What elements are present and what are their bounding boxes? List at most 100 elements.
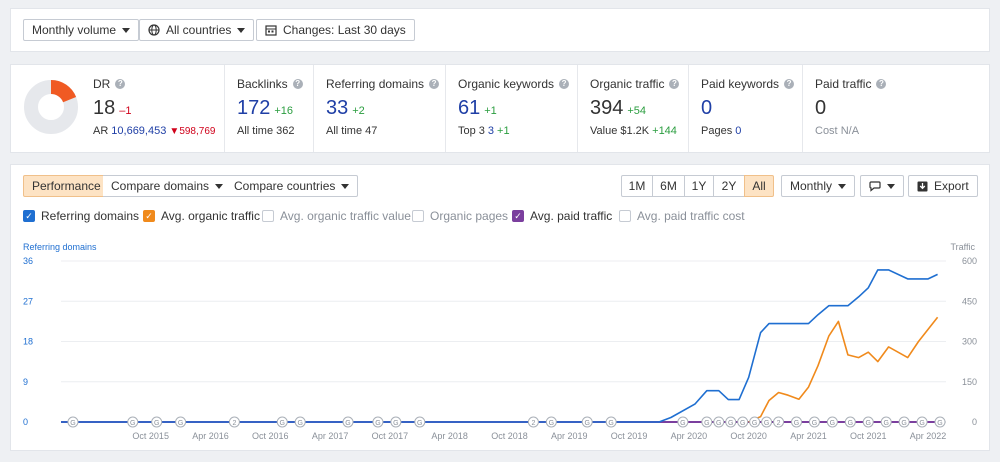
annotation-marker[interactable]: G bbox=[737, 416, 749, 428]
annotation-marker[interactable]: G bbox=[862, 416, 874, 428]
refdomains-value[interactable]: 33 bbox=[326, 97, 349, 119]
checkbox-avg-paid-traffic-cost[interactable]: Avg. paid traffic cost bbox=[619, 209, 745, 223]
annotation-marker[interactable]: G bbox=[414, 416, 426, 428]
changes-label: Changes: Last 30 days bbox=[283, 23, 406, 37]
annotation-marker[interactable]: G bbox=[844, 416, 856, 428]
dr-value: 18 bbox=[93, 97, 116, 119]
performance-chart[interactable]: 36 600 27 450 18 300 9 150 0 0 Oct 2015 Apr 2016 Oct… bbox=[11, 165, 989, 450]
checkbox-avg-organic-traffic[interactable]: ✓ Avg. organic traffic bbox=[143, 209, 260, 223]
orgtraffic-delta: +54 bbox=[627, 105, 647, 117]
annotation-marker[interactable]: G bbox=[898, 416, 910, 428]
annotation-marker[interactable]: G bbox=[127, 416, 139, 428]
tab-performance[interactable]: Performance bbox=[23, 175, 110, 197]
checkbox-empty-icon bbox=[412, 210, 424, 222]
metric-paid-keywords: Paid keywords? 0 Pages 0 bbox=[688, 65, 802, 152]
annotation-marker[interactable]: G bbox=[749, 416, 761, 428]
annotation-circle bbox=[677, 416, 689, 428]
annotation-marker[interactable]: G bbox=[372, 416, 384, 428]
checkbox-referring-domains[interactable]: ✓ Referring domains bbox=[23, 209, 139, 223]
annotation-label: G bbox=[608, 420, 613, 427]
range-1y[interactable]: 1Y bbox=[684, 175, 714, 197]
x-tick-label: Apr 2021 bbox=[790, 431, 827, 441]
checkbox-avg-organic-traffic-value[interactable]: Avg. organic traffic value bbox=[262, 209, 411, 223]
annotation-marker[interactable]: G bbox=[390, 416, 402, 428]
interval-dropdown[interactable]: Monthly bbox=[781, 175, 856, 197]
export-button[interactable]: Export bbox=[908, 175, 978, 197]
annotation-marker[interactable]: G bbox=[808, 416, 820, 428]
annotation-circle bbox=[791, 416, 803, 428]
help-icon[interactable]: ? bbox=[559, 79, 570, 89]
annotation-marker[interactable]: G bbox=[342, 416, 354, 428]
paidtraffic-value-row: 0 bbox=[815, 97, 826, 120]
changes-dropdown[interactable]: Changes: Last 30 days bbox=[256, 19, 415, 41]
annotation-circle bbox=[761, 416, 773, 428]
annotation-circle bbox=[175, 416, 187, 428]
annotation-marker[interactable]: G bbox=[605, 416, 617, 428]
ar-row: AR 10,669,453 ▼598,769 bbox=[93, 125, 215, 137]
paidtraffic-title-label: Paid traffic bbox=[815, 77, 872, 91]
annotation-label: G bbox=[866, 420, 871, 427]
range-1m[interactable]: 1M bbox=[621, 175, 653, 197]
annotation-marker[interactable]: G bbox=[713, 416, 725, 428]
orgkw-sub-value[interactable]: 3 bbox=[487, 125, 495, 137]
annotation-circle bbox=[414, 416, 426, 428]
annotation-marker[interactable]: G bbox=[545, 416, 557, 428]
orgkw-value[interactable]: 61 bbox=[458, 97, 481, 119]
annotation-marker[interactable]: G bbox=[791, 416, 803, 428]
paidkw-sub-value[interactable]: 0 bbox=[735, 125, 742, 137]
tab-compare-countries[interactable]: Compare countries bbox=[226, 175, 359, 197]
annotation-marker[interactable]: G bbox=[175, 416, 187, 428]
annotation-label: 2 bbox=[777, 420, 781, 427]
annotation-marker[interactable]: 2 bbox=[527, 416, 539, 428]
range-all[interactable]: All bbox=[744, 175, 774, 197]
annotation-marker[interactable]: G bbox=[294, 416, 306, 428]
refdomains-sub: All time 47 bbox=[326, 125, 377, 137]
performance-panel: Performance Compare domains Compare coun… bbox=[10, 164, 990, 451]
metric-organic-traffic: Organic traffic? 394 +54 Value $1.2K +144 bbox=[577, 65, 688, 152]
annotation-label: G bbox=[297, 420, 302, 427]
annotation-marker[interactable]: G bbox=[151, 416, 163, 428]
annotation-marker[interactable]: 2 bbox=[228, 416, 240, 428]
help-icon[interactable]: ? bbox=[876, 79, 887, 89]
country-dropdown[interactable]: All countries bbox=[139, 19, 255, 41]
checkbox-organic-pages[interactable]: Organic pages bbox=[412, 209, 508, 223]
annotation-marker[interactable]: G bbox=[880, 416, 892, 428]
annotation-marker[interactable]: G bbox=[677, 416, 689, 428]
annotation-circle bbox=[826, 416, 838, 428]
annotation-marker[interactable]: G bbox=[701, 416, 713, 428]
annotation-marker[interactable]: G bbox=[581, 416, 593, 428]
annotation-marker[interactable]: G bbox=[761, 416, 773, 428]
tab-compare-domains[interactable]: Compare domains bbox=[103, 175, 233, 197]
checkbox-avg-paid-traffic[interactable]: ✓ Avg. paid traffic bbox=[512, 209, 612, 223]
x-tick-label: Apr 2016 bbox=[192, 431, 229, 441]
annotation-marker[interactable]: G bbox=[67, 416, 79, 428]
help-icon[interactable]: ? bbox=[784, 79, 795, 89]
backlinks-value[interactable]: 172 bbox=[237, 97, 271, 119]
annotation-marker[interactable]: G bbox=[826, 416, 838, 428]
help-icon[interactable]: ? bbox=[115, 79, 126, 89]
x-tick-label: Apr 2018 bbox=[431, 431, 468, 441]
help-icon[interactable]: ? bbox=[669, 79, 680, 89]
annotation-marker[interactable]: G bbox=[934, 416, 946, 428]
volume-dropdown[interactable]: Monthly volume bbox=[23, 19, 140, 41]
annotations-dropdown[interactable] bbox=[860, 175, 904, 197]
annotation-marker[interactable]: G bbox=[725, 416, 737, 428]
backlinks-title-label: Backlinks bbox=[237, 77, 288, 91]
checkbox-avg-organic-traffic-value-label: Avg. organic traffic value bbox=[280, 209, 411, 223]
help-icon[interactable]: ? bbox=[429, 79, 440, 89]
range-6m[interactable]: 6M bbox=[652, 175, 685, 197]
annotation-marker[interactable]: G bbox=[916, 416, 928, 428]
series-line bbox=[61, 269, 938, 423]
annotation-label: G bbox=[794, 420, 799, 427]
paidtraffic-value: 0 bbox=[815, 97, 827, 119]
paidkw-value[interactable]: 0 bbox=[701, 97, 713, 119]
annotation-marker[interactable]: G bbox=[276, 416, 288, 428]
annotation-label: G bbox=[345, 420, 350, 427]
range-2y[interactable]: 2Y bbox=[713, 175, 745, 197]
annotation-marker[interactable]: 2 bbox=[773, 416, 785, 428]
help-icon[interactable]: ? bbox=[292, 79, 303, 89]
left-tick-label: 18 bbox=[23, 337, 33, 347]
paidtraffic-sub-value: N/A bbox=[840, 125, 860, 137]
ar-value[interactable]: 10,669,453 bbox=[111, 125, 167, 137]
paidtraffic-title: Paid traffic? bbox=[815, 77, 887, 91]
